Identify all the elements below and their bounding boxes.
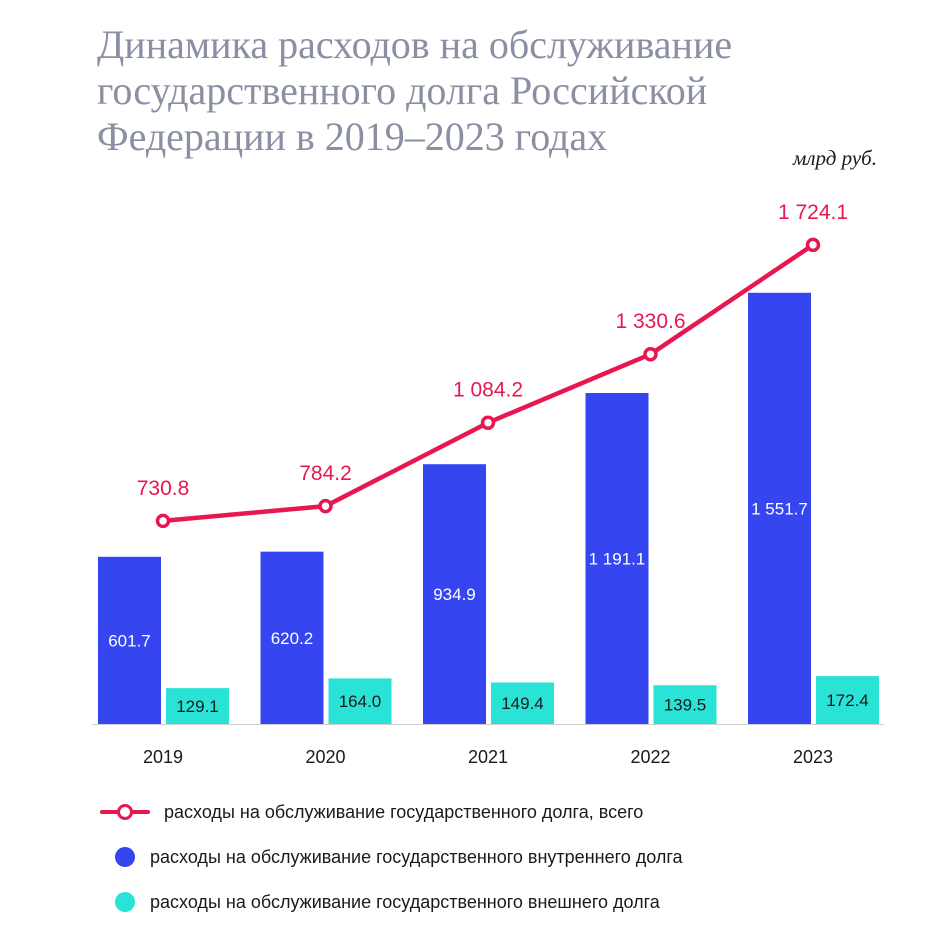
legend-label-domestic: расходы на обслуживание государственного… [150, 846, 683, 867]
bar-domestic-2019 [98, 556, 161, 724]
data-label-external-2020: 164.0 [339, 692, 382, 711]
bar-domestic-2021 [423, 464, 486, 724]
legend-dot-external-icon [115, 892, 135, 912]
data-label-external-2019: 129.1 [176, 697, 219, 716]
chart-canvas: 601.7 129.1 2019 620.2 164.0 2020 934.9 149.4 20… [92, 201, 884, 767]
x-tick-label-2023: 2023 [793, 747, 833, 767]
data-label-domestic-2020: 620.2 [271, 629, 314, 648]
legend-label-external: расходы на обслуживание государственного… [150, 891, 660, 912]
point-total-2020 [318, 498, 333, 514]
legend-item-total: расходы на обслуживание государственного… [100, 797, 643, 827]
point-total-2019 [155, 513, 171, 529]
x-tick-label-2020: 2020 [305, 747, 345, 767]
data-label-domestic-2019: 601.7 [108, 631, 151, 650]
x-tick-label-2019: 2019 [143, 747, 183, 767]
legend-dot-domestic-icon [115, 847, 135, 867]
legend-item-external: расходы на обслуживание государственного… [100, 887, 660, 917]
legend-label-total: расходы на обслуживание государственного… [164, 801, 644, 822]
bar-domestic-2023 [748, 292, 811, 724]
data-label-external-2022: 139.5 [664, 696, 707, 715]
bar-domestic-2020 [260, 551, 324, 724]
data-label-total-2023: 1 724.1 [778, 201, 848, 224]
data-label-total-2020: 784.2 [299, 462, 352, 485]
legend-line-marker-icon [100, 802, 150, 822]
bar-domestic-2022 [585, 392, 649, 724]
data-label-external-2021: 149.4 [501, 694, 544, 713]
point-total-2023 [805, 237, 821, 253]
data-label-total-2022: 1 330.6 [615, 310, 685, 333]
data-label-domestic-2023: 1 551.7 [751, 499, 808, 518]
bar-external-2020 [328, 678, 392, 724]
data-label-total-2021: 1 084.2 [453, 379, 523, 402]
point-total-2022 [643, 346, 658, 362]
bar-external-2023 [816, 676, 879, 724]
chart-title: Динамика расходов на обслуживание госуда… [97, 22, 733, 159]
data-label-domestic-2021: 934.9 [433, 585, 476, 604]
data-label-external-2023: 172.4 [826, 691, 869, 710]
bar-external-2021 [491, 682, 554, 724]
data-label-total-2019: 730.8 [137, 477, 190, 500]
x-tick-label-2022: 2022 [630, 747, 670, 767]
legend-item-domestic: расходы на обслуживание государственного… [100, 842, 683, 872]
unit-label: млрд руб. [792, 146, 877, 170]
bar-external-2022 [653, 685, 717, 724]
data-label-domestic-2022: 1 191.1 [589, 549, 646, 568]
bar-external-2019 [166, 688, 229, 724]
x-tick-label-2021: 2021 [468, 747, 508, 767]
point-total-2021 [480, 415, 496, 430]
